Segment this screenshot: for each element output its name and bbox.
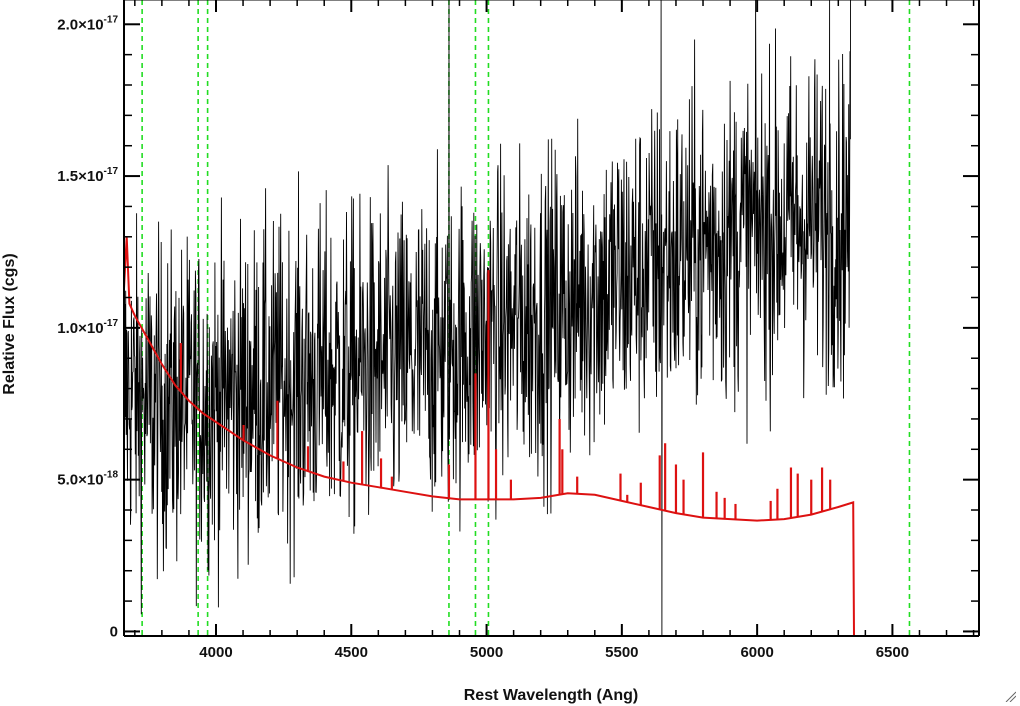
y-tick-label: 2.0×10-17: [57, 14, 118, 33]
y-axis-title: Relative Flux (cgs): [1, 253, 18, 394]
x-tick-label: 4500: [335, 644, 368, 661]
x-tick-label: 5000: [470, 644, 503, 661]
resize-grip-icon[interactable]: [1004, 690, 1016, 702]
model-fit-line: [123, 236, 979, 637]
y-axis-ticks: 0 5.0×10-18 1.0×10-17 1.5×10-17 2.0×10-17: [57, 14, 979, 640]
y-tick-label: 1.5×10-17: [57, 166, 118, 185]
x-tick-label: 6500: [876, 644, 909, 661]
x-tick-label: 6000: [740, 644, 773, 661]
plot-frame: [123, 0, 980, 637]
spectrum-line: [123, 0, 851, 637]
model-fit: [123, 236, 979, 637]
x-tick-label: 4000: [199, 644, 232, 661]
y-tick-label: 0: [110, 623, 118, 640]
y-tick-label: 1.0×10-17: [57, 318, 118, 337]
y-tick-label: 5.0×10-18: [57, 470, 118, 489]
observed-spectrum: [123, 0, 851, 637]
x-axis-ticks: 4000 4500 5000 5500 6000 6500: [134, 0, 975, 661]
x-tick-label: 5500: [605, 644, 638, 661]
x-axis-title: Rest Wavelength (Ang): [464, 687, 639, 704]
